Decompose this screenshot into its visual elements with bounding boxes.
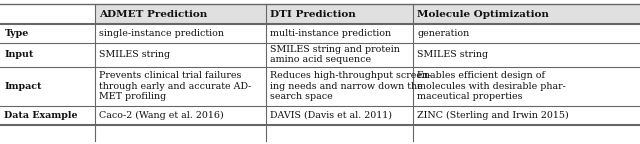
Text: DAVIS (Davis et al. 2011): DAVIS (Davis et al. 2011) xyxy=(270,111,392,120)
Text: generation: generation xyxy=(417,29,470,38)
Text: Caco-2 (Wang et al. 2016): Caco-2 (Wang et al. 2016) xyxy=(99,111,224,120)
Text: Data Example: Data Example xyxy=(4,111,78,120)
Text: ADMET Prediction: ADMET Prediction xyxy=(99,10,207,19)
Bar xyxy=(95,4,266,24)
Text: DTI Prediction: DTI Prediction xyxy=(270,10,356,19)
Text: Molecule Optimization: Molecule Optimization xyxy=(417,10,549,19)
Text: Impact: Impact xyxy=(4,82,42,91)
Text: Enables efficient design of
molecules with desirable phar-
maceutical properties: Enables efficient design of molecules wi… xyxy=(417,71,566,101)
Text: Type: Type xyxy=(4,29,29,38)
Bar xyxy=(266,4,413,24)
Text: SMILES string: SMILES string xyxy=(99,50,170,59)
Text: Input: Input xyxy=(4,50,34,59)
Bar xyxy=(413,4,640,24)
Text: Prevents clinical trial failures
through early and accurate AD-
MET profiling: Prevents clinical trial failures through… xyxy=(99,71,252,101)
Text: Reduces high-throughput screen-
ing needs and narrow down the
search space: Reduces high-throughput screen- ing need… xyxy=(270,71,431,101)
Text: ZINC (Sterling and Irwin 2015): ZINC (Sterling and Irwin 2015) xyxy=(417,111,569,120)
Text: single-instance prediction: single-instance prediction xyxy=(99,29,224,38)
Text: SMILES string and protein
amino acid sequence: SMILES string and protein amino acid seq… xyxy=(270,45,400,65)
Text: multi-instance prediction: multi-instance prediction xyxy=(270,29,391,38)
Text: SMILES string: SMILES string xyxy=(417,50,488,59)
